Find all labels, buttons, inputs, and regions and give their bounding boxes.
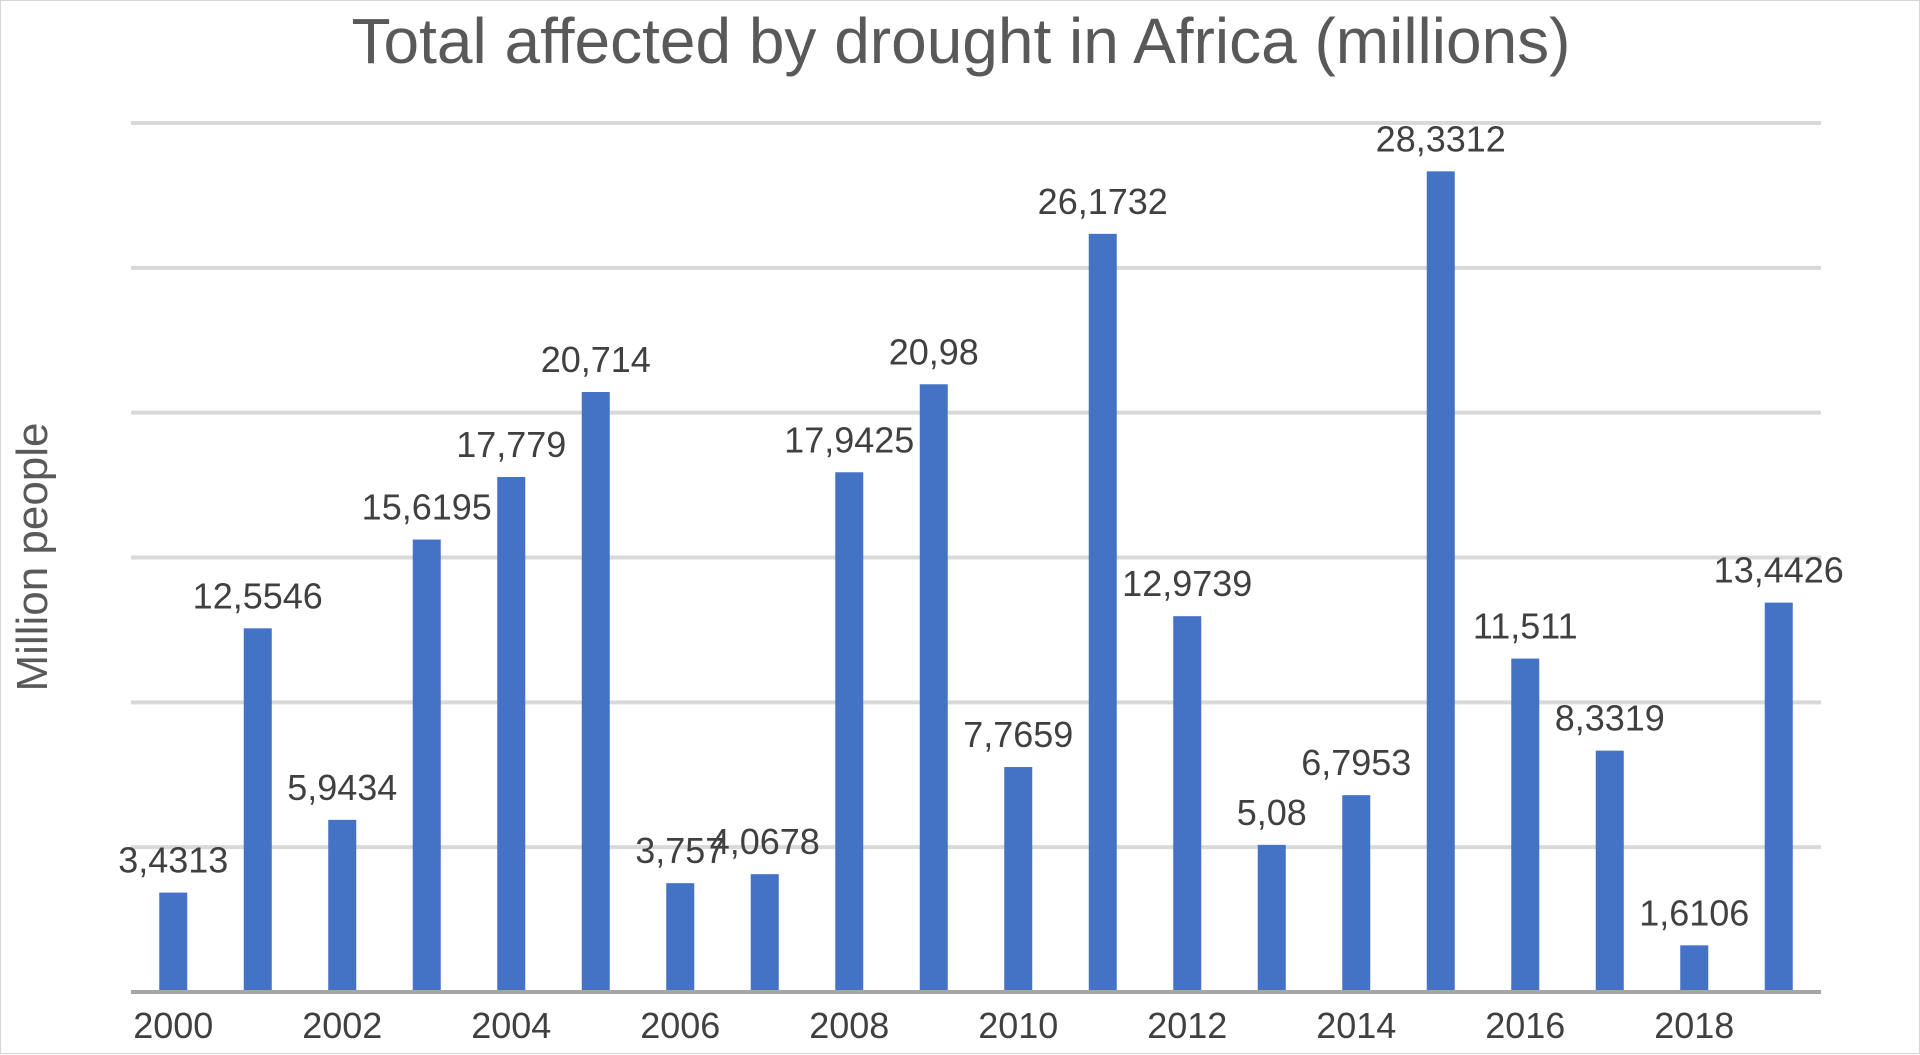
bar-2001 (243, 628, 272, 992)
bar-2011 (1088, 233, 1117, 993)
x-tick-label-2012: 2012 (1147, 1005, 1227, 1046)
bar-2000 (159, 892, 188, 992)
data-label-2019: 13,4426 (1714, 550, 1844, 591)
bar-2016 (1511, 658, 1540, 992)
bars (159, 171, 1793, 993)
bar-2017 (1595, 750, 1624, 992)
data-label-2018: 1,6106 (1639, 892, 1749, 933)
x-tick-label-2018: 2018 (1654, 1005, 1734, 1046)
bar-2003 (412, 539, 441, 992)
x-tick-label-2016: 2016 (1485, 1005, 1565, 1046)
data-label-2017: 8,3319 (1555, 698, 1665, 739)
bar-2004 (497, 477, 526, 992)
bar-2009 (919, 384, 948, 993)
data-label-2010: 7,7659 (963, 714, 1073, 755)
data-label-2015: 28,3312 (1376, 118, 1506, 159)
x-tick-label-2000: 2000 (133, 1005, 213, 1046)
data-label-2014: 6,7953 (1301, 742, 1411, 783)
x-tick-label-2006: 2006 (640, 1005, 720, 1046)
data-label-2001: 12,5546 (193, 575, 323, 616)
data-label-2011: 26,1732 (1038, 181, 1168, 222)
x-tick-label-2002: 2002 (302, 1005, 382, 1046)
data-label-2006: 3,757 (635, 830, 725, 871)
x-axis-ticks: 2000 2002 2004 2006 2008 2010 2012 2014 2016 2018 (133, 1005, 1734, 1046)
data-label-2004: 17,779 (456, 424, 566, 465)
data-label-2000: 3,4313 (118, 840, 228, 881)
bar-2013 (1257, 844, 1286, 992)
data-label-2003: 15,6195 (362, 487, 492, 528)
chart-title: Total affected by drought in Africa (mil… (352, 5, 1571, 77)
bar-2005 (581, 391, 610, 992)
data-label-2005: 20,714 (541, 339, 651, 380)
x-tick-label-2004: 2004 (471, 1005, 551, 1046)
y-axis-label: Million people (8, 422, 57, 691)
x-tick-label-2010: 2010 (978, 1005, 1058, 1046)
bar-2010 (1004, 767, 1033, 992)
bar-2015 (1426, 171, 1455, 992)
bar-2007 (750, 874, 779, 992)
bar-2002 (328, 819, 357, 992)
data-label-2007: 4,0678 (710, 821, 820, 862)
data-label-2013: 5,08 (1237, 792, 1307, 833)
data-label-2002: 5,9434 (287, 767, 397, 808)
data-labels: 3,4313 12,5546 5,9434 15,6195 17,779 20,714 3,… (118, 118, 1844, 933)
data-label-2008: 17,9425 (784, 419, 914, 460)
data-label-2012: 12,9739 (1122, 563, 1252, 604)
bar-2012 (1173, 616, 1202, 992)
bar-2006 (666, 883, 695, 992)
bar-2014 (1342, 795, 1371, 992)
bar-2019 (1764, 602, 1793, 992)
bar-2018 (1680, 945, 1709, 992)
x-tick-label-2014: 2014 (1316, 1005, 1396, 1046)
data-label-2016: 11,511 (1473, 606, 1578, 647)
data-label-2009: 20,98 (889, 331, 979, 372)
gridlines (131, 121, 1821, 850)
bar-2008 (835, 472, 864, 992)
x-tick-label-2008: 2008 (809, 1005, 889, 1046)
